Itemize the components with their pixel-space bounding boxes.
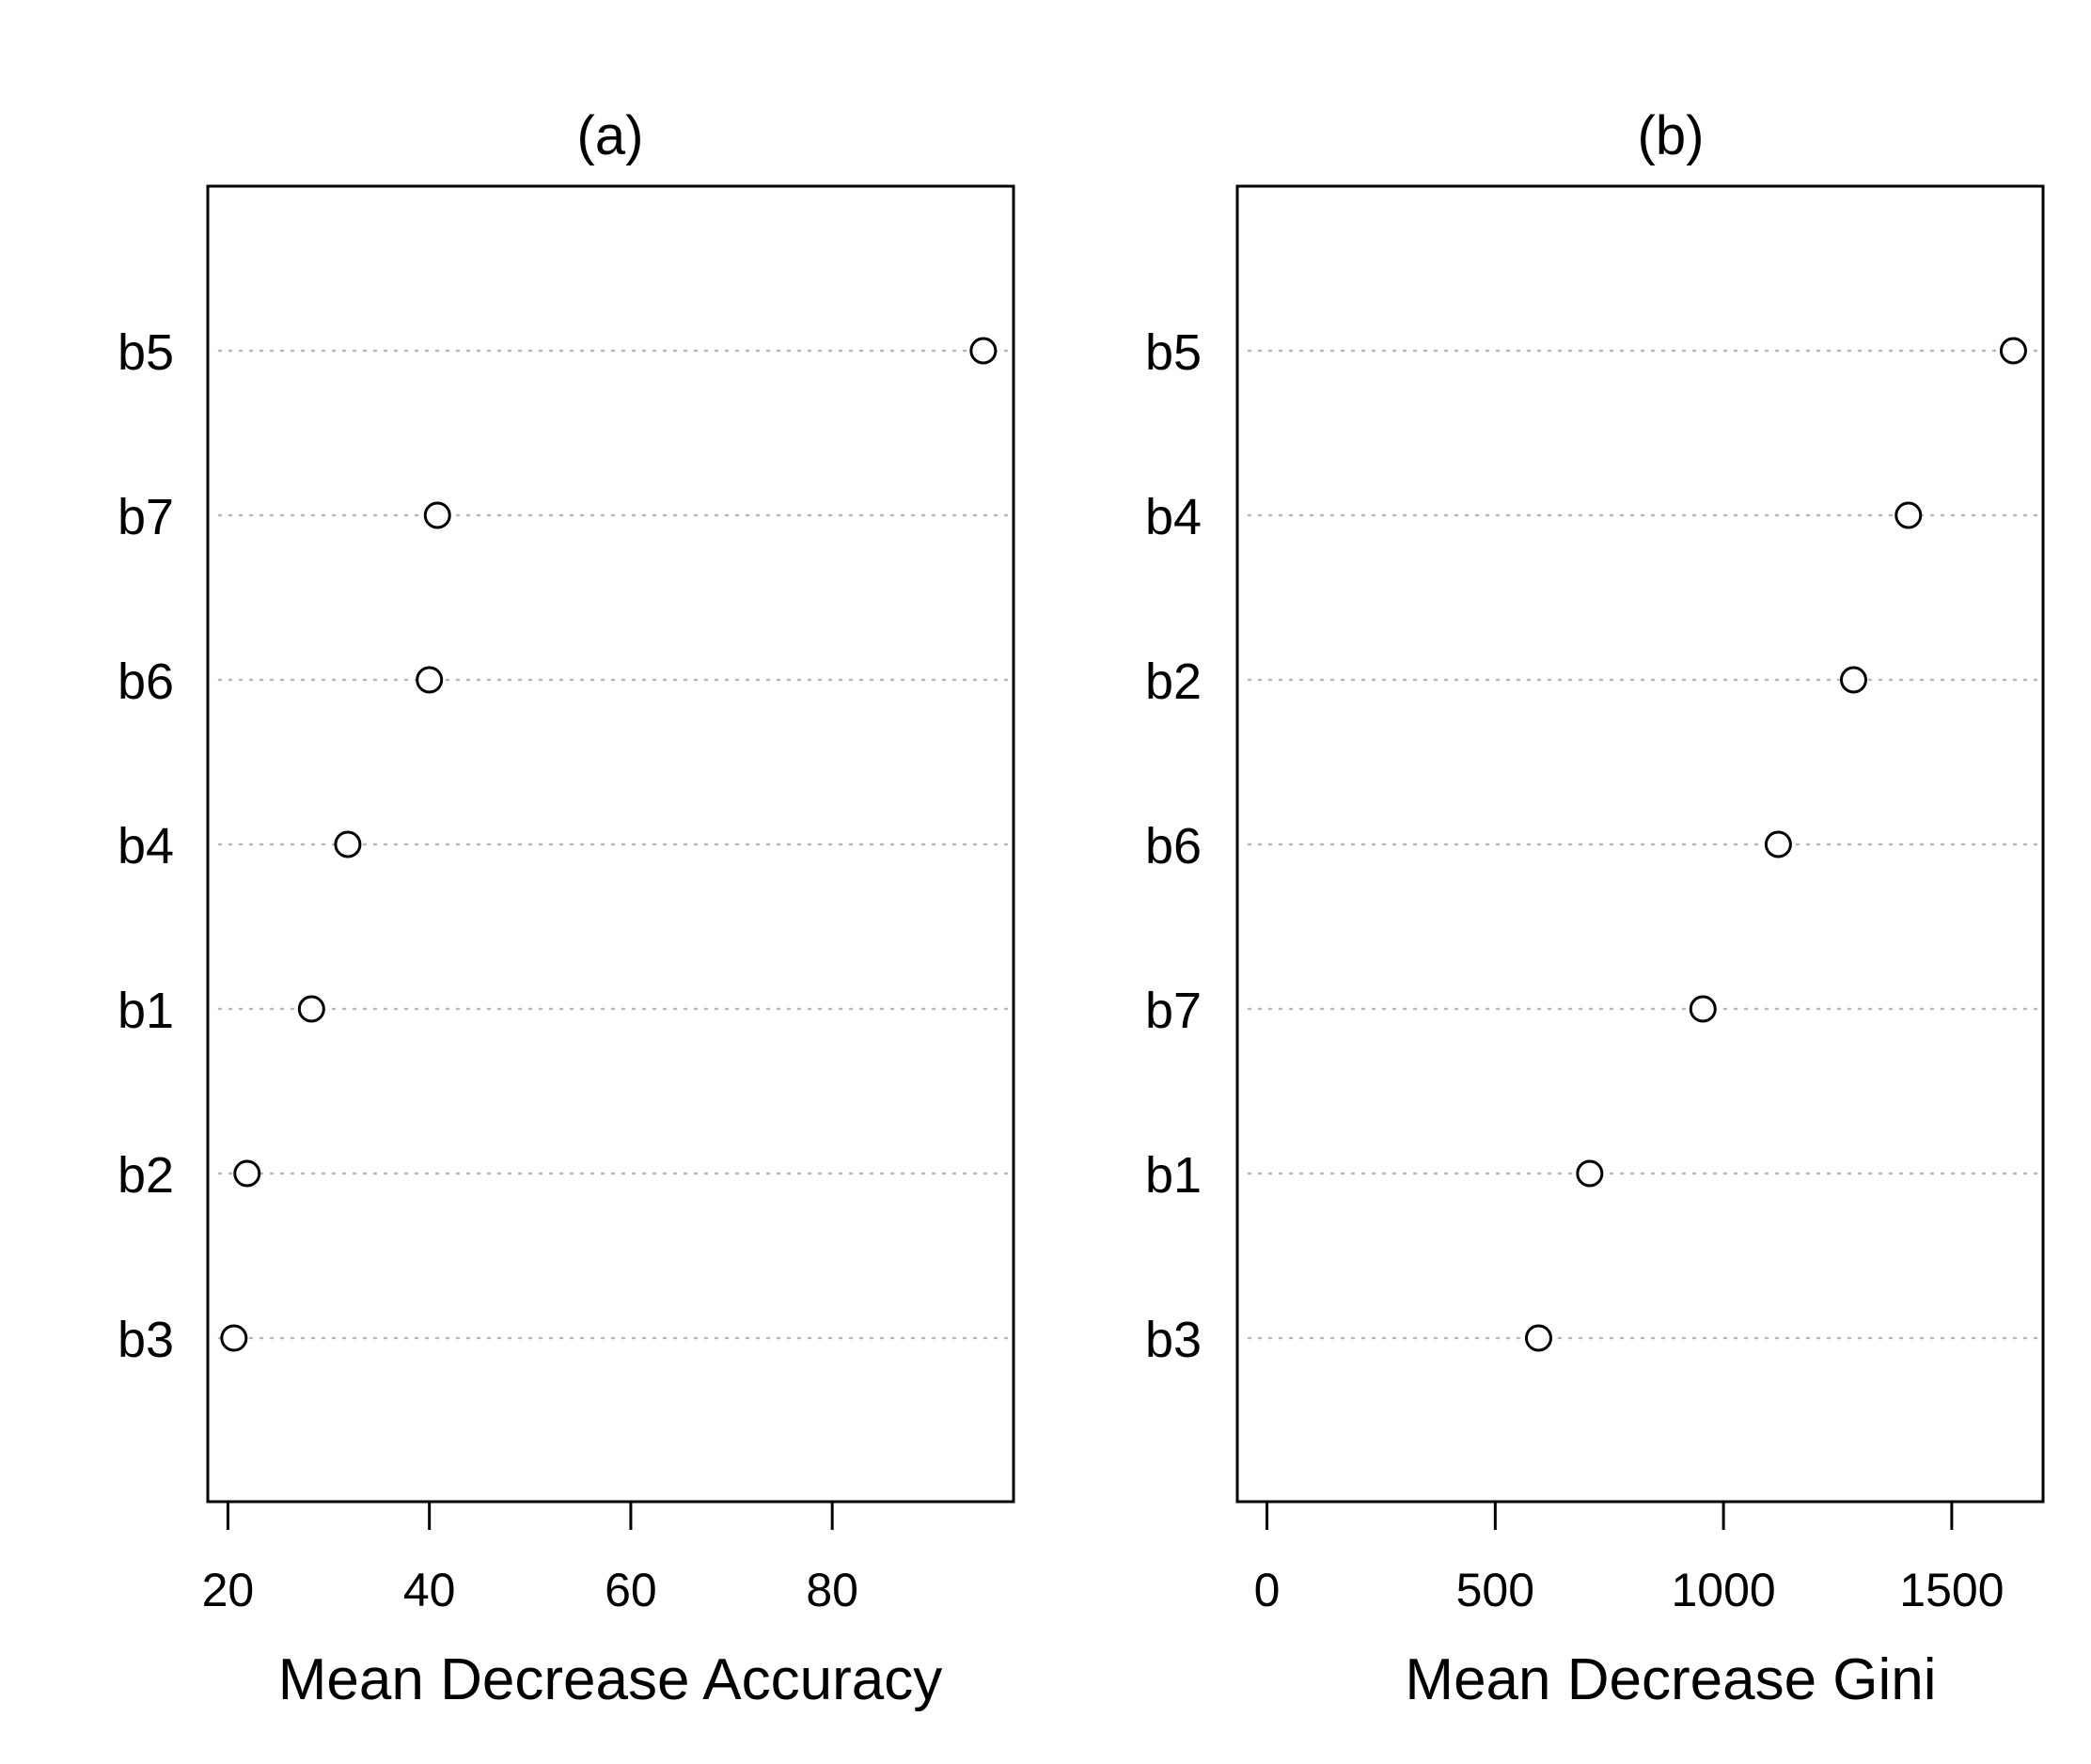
category-label: b5 [1145,324,1202,381]
category-label: b2 [1145,654,1202,710]
data-point-b3 [220,1324,248,1352]
category-label: b7 [118,489,174,545]
x-tick-label: 500 [1456,1564,1534,1616]
category-label: b6 [1145,818,1202,874]
category-label: b1 [1145,1147,1202,1204]
data-point-b1 [1576,1159,1604,1188]
data-point-b5 [969,337,998,365]
category-label: b4 [118,818,174,874]
x-axis-label: Mean Decrease Gini [1405,1647,1936,1712]
data-point-b7 [1689,995,1717,1023]
data-point-b6 [416,666,444,694]
x-tick-label: 20 [202,1564,255,1616]
category-label: b3 [1145,1312,1202,1368]
category-label: b5 [118,324,174,381]
category-label: b4 [1145,489,1202,545]
category-label: b3 [118,1312,174,1368]
data-point-b1 [297,995,325,1023]
category-label: b6 [118,654,174,710]
x-axis-label: Mean Decrease Accuracy [278,1647,942,1712]
panel-title: (a) [577,105,644,166]
category-label: b2 [118,1147,174,1204]
panel-title: (b) [1638,105,1705,166]
x-tick-label: 1500 [1899,1564,2004,1616]
data-point-b4 [1894,501,1923,529]
data-point-b4 [334,830,362,858]
x-tick-label: 1000 [1671,1564,1775,1616]
category-label: b1 [118,983,174,1039]
x-tick-label: 80 [806,1564,858,1616]
data-point-b2 [233,1159,261,1188]
x-tick-label: 0 [1254,1564,1281,1616]
data-point-b2 [1839,666,1867,694]
data-point-b3 [1524,1324,1552,1352]
x-tick-label: 40 [403,1564,456,1616]
data-point-b7 [423,501,451,529]
data-point-b6 [1764,830,1792,858]
category-label: b7 [1145,983,1202,1039]
data-point-b5 [1999,337,2027,365]
x-tick-label: 60 [605,1564,657,1616]
